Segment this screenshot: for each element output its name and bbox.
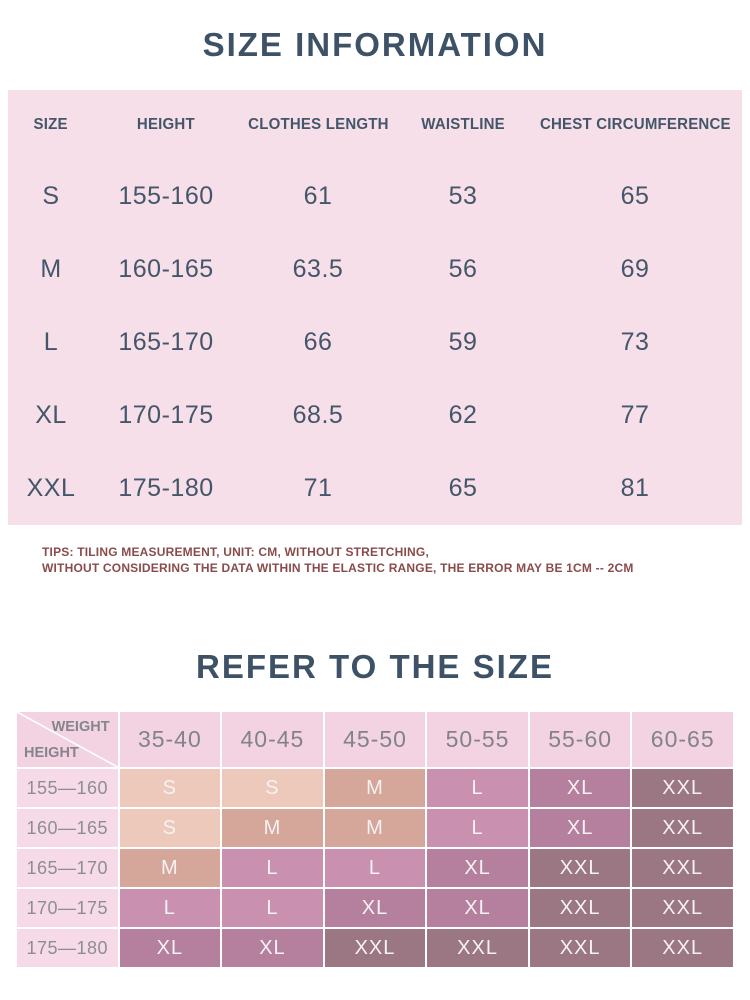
corner-height-label: HEIGHT xyxy=(24,745,79,761)
table-cell-waistline: 65 xyxy=(448,474,478,502)
height-row-label: 160—165 xyxy=(17,809,118,847)
matrix-size-cell: L xyxy=(324,849,426,887)
weight-column-header: 55-60 xyxy=(529,712,631,767)
matrix-size-cell: XL xyxy=(427,889,528,927)
column-header-clothes-length: CLOTHES LENGTH xyxy=(247,116,389,133)
matrix-size-cell: L xyxy=(222,889,323,927)
matrix-size-cell: XXL xyxy=(632,849,733,887)
table-cell-clothes-length: 61 xyxy=(303,182,333,210)
table-cell-height: 155-160 xyxy=(118,182,214,210)
matrix-size-cell: L xyxy=(119,889,221,927)
table-cell-size: L xyxy=(43,328,59,356)
height-row-label: 155—160 xyxy=(17,769,118,807)
matrix-size-cell: L xyxy=(427,769,528,807)
weight-column-header: 60-65 xyxy=(632,712,733,767)
column-header-size: SIZE xyxy=(33,116,69,133)
table-cell-waistline: 59 xyxy=(448,328,478,356)
matrix-size-cell: XXL xyxy=(632,929,733,967)
table-cell-chest: 81 xyxy=(620,474,650,502)
matrix-size-cell: S xyxy=(119,769,221,807)
table-cell-chest: 65 xyxy=(620,182,650,210)
table-cell-waistline: 53 xyxy=(448,182,478,210)
matrix-size-cell: M xyxy=(324,769,426,807)
matrix-size-cell: XL xyxy=(529,769,631,807)
table-cell-clothes-length: 68.5 xyxy=(292,401,344,429)
matrix-size-cell: XXL xyxy=(529,889,631,927)
matrix-size-cell: XL xyxy=(324,889,426,927)
matrix-size-cell: S xyxy=(222,769,323,807)
column-header-waistline: WAISTLINE xyxy=(421,116,505,133)
matrix-size-cell: XXL xyxy=(632,889,733,927)
column-header-chest-circumference: CHEST CIRCUMFERENCE xyxy=(539,116,731,133)
corner-weight-label: WEIGHT xyxy=(51,719,110,735)
table-cell-size: XXL xyxy=(26,474,76,502)
column-header-height: HEIGHT xyxy=(137,116,195,133)
table-cell-chest: 73 xyxy=(620,328,650,356)
matrix-size-cell: XL xyxy=(529,809,631,847)
matrix-size-cell: XXL xyxy=(632,769,733,807)
table-cell-clothes-length: 71 xyxy=(303,474,333,502)
matrix-corner-cell: WEIGHT HEIGHT xyxy=(17,712,118,767)
size-information-title: SIZE INFORMATION xyxy=(202,26,548,63)
weight-column-header: 50-55 xyxy=(427,712,528,767)
table-cell-size: S xyxy=(42,182,60,210)
table-cell-clothes-length: 63.5 xyxy=(292,255,344,283)
matrix-size-cell: S xyxy=(119,809,221,847)
matrix-size-cell: XL xyxy=(222,929,323,967)
tips-line-2: WITHOUT CONSIDERING THE DATA WITHIN THE … xyxy=(42,561,634,575)
table-cell-height: 175-180 xyxy=(118,474,214,502)
weight-column-header: 40-45 xyxy=(222,712,323,767)
matrix-size-cell: L xyxy=(427,809,528,847)
table-cell-waistline: 62 xyxy=(448,401,478,429)
matrix-size-cell: M xyxy=(324,809,426,847)
tips-line-1: TIPS: TILING MEASUREMENT, UNIT: CM, WITH… xyxy=(42,545,429,559)
matrix-size-cell: M xyxy=(119,849,221,887)
table-cell-height: 160-165 xyxy=(118,255,214,283)
height-row-label: 165—170 xyxy=(17,849,118,887)
size-information-table: SIZE HEIGHT CLOTHES LENGTH WAISTLINE CHE… xyxy=(8,90,742,525)
matrix-size-cell: XXL xyxy=(324,929,426,967)
matrix-size-cell: XXL xyxy=(427,929,528,967)
table-cell-height: 170-175 xyxy=(118,401,214,429)
table-cell-size: XL xyxy=(35,401,67,429)
table-cell-height: 165-170 xyxy=(118,328,214,356)
diagonal-divider-line xyxy=(17,712,118,767)
height-row-label: 175—180 xyxy=(17,929,118,967)
matrix-size-cell: L xyxy=(222,849,323,887)
matrix-size-cell: XXL xyxy=(632,809,733,847)
height-row-label: 170—175 xyxy=(17,889,118,927)
table-cell-waistline: 56 xyxy=(448,255,478,283)
refer-to-size-title: REFER TO THE SIZE xyxy=(196,648,554,685)
weight-column-header: 45-50 xyxy=(324,712,426,767)
table-cell-chest: 77 xyxy=(620,401,650,429)
matrix-size-cell: XL xyxy=(119,929,221,967)
matrix-size-cell: XXL xyxy=(529,929,631,967)
weight-column-header: 35-40 xyxy=(119,712,221,767)
matrix-size-cell: XXL xyxy=(529,849,631,887)
table-cell-size: M xyxy=(40,255,62,283)
size-reference-matrix: WEIGHT HEIGHT 35-40 40-45 45-50 50-55 55… xyxy=(17,712,733,967)
matrix-size-cell: XL xyxy=(427,849,528,887)
table-cell-chest: 69 xyxy=(620,255,650,283)
table-cell-clothes-length: 66 xyxy=(303,328,333,356)
measurement-tips: TIPS: TILING MEASUREMENT, UNIT: CM, WITH… xyxy=(42,544,634,576)
matrix-size-cell: M xyxy=(222,809,323,847)
